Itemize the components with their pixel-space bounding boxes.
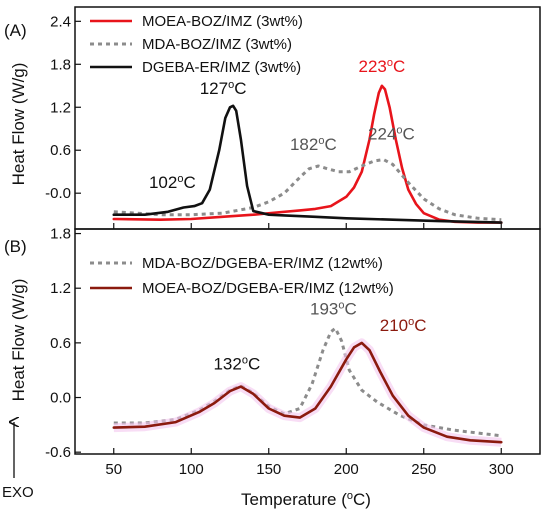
legend-label: MOEA-BOZ/DGEBA-ER/IMZ (12wt%) bbox=[142, 280, 394, 297]
panel-a-y-axis-title: Heat Flow (W/g) bbox=[9, 63, 28, 186]
peak-annotation: 224oC bbox=[368, 125, 415, 144]
panel-a-annotations: 223oC 127oC 182oC 224oC 102oC bbox=[149, 57, 415, 192]
panel-a-ticks: -0.0 0.6 1.2 1.8 2.4 bbox=[45, 13, 502, 229]
legend-label: MDA-BOZ/DGEBA-ER/IMZ (12wt%) bbox=[142, 255, 383, 272]
series-line bbox=[112, 341, 503, 444]
y-tick-label: 1.8 bbox=[50, 56, 71, 73]
panel-b-label: (B) bbox=[4, 237, 27, 256]
legend-label: DGEBA-ER/IMZ (3wt%) bbox=[142, 59, 301, 76]
panel-b-annotations: 193oC 210oC 132oC bbox=[213, 299, 426, 373]
peak-annotation: 223oC bbox=[359, 57, 406, 76]
legend-label: MDA-BOZ/IMZ (3wt%) bbox=[142, 36, 292, 53]
x-tick-label: 100 bbox=[179, 461, 204, 478]
x-tick-label: 200 bbox=[334, 461, 359, 478]
panel-b-legend: MDA-BOZ/DGEBA-ER/IMZ (12wt%) MOEA-BOZ/DGE… bbox=[90, 255, 394, 297]
legend-label: MOEA-BOZ/IMZ (3wt%) bbox=[142, 13, 303, 30]
x-tick-label: 150 bbox=[256, 461, 281, 478]
panel-a-legend: MOEA-BOZ/IMZ (3wt%) MDA-BOZ/IMZ (3wt%) DGE… bbox=[90, 13, 303, 76]
y-tick-label: 1.2 bbox=[50, 99, 71, 116]
peak-annotation: 182oC bbox=[290, 135, 337, 154]
peak-annotation: 132oC bbox=[213, 355, 260, 374]
peak-annotation: 127oC bbox=[200, 79, 247, 98]
series-highlight bbox=[113, 338, 502, 447]
peak-annotation: 193oC bbox=[310, 299, 357, 318]
y-tick-label: 2.4 bbox=[50, 13, 71, 30]
panel-b-ticks: -0.6 0.0 0.6 1.2 1.8 50 100 150 200 250 300 bbox=[45, 226, 514, 478]
y-tick-label: -0.6 bbox=[45, 444, 71, 461]
series-line bbox=[112, 84, 503, 224]
panel-a-series bbox=[112, 84, 503, 224]
panel-b-y-axis-title: Heat Flow (W/g) bbox=[9, 279, 28, 402]
y-tick-label: 1.2 bbox=[50, 280, 71, 297]
y-tick-label: 1.8 bbox=[50, 226, 71, 243]
exo-label: EXO bbox=[2, 484, 34, 501]
x-tick-label: 250 bbox=[411, 461, 436, 478]
panel-b-frame bbox=[74, 228, 541, 455]
y-tick-label: 0.0 bbox=[50, 390, 71, 407]
peak-annotation: 102oC bbox=[149, 173, 196, 192]
series-line bbox=[113, 158, 502, 222]
y-tick-label: 0.6 bbox=[50, 335, 71, 352]
x-tick-label: 50 bbox=[105, 461, 122, 478]
y-tick-label: 0.6 bbox=[50, 142, 71, 159]
panel-b-series bbox=[112, 326, 503, 447]
x-axis-title: Temperature (oC) bbox=[241, 490, 371, 509]
panel-a-label: (A) bbox=[4, 21, 27, 40]
series-line bbox=[112, 104, 503, 224]
x-tick-label: 300 bbox=[489, 461, 514, 478]
peak-annotation: 210oC bbox=[380, 316, 427, 335]
y-tick-label: -0.0 bbox=[45, 185, 71, 202]
